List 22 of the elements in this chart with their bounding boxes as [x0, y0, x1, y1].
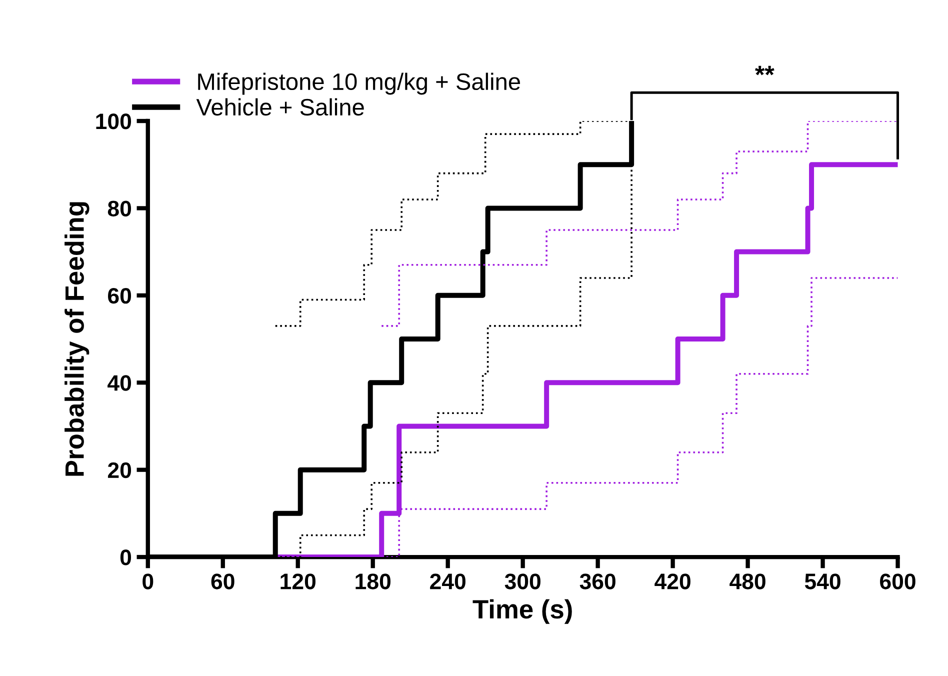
legend-label: Vehicle + Saline — [196, 98, 364, 116]
x-tick-label: 120 — [280, 574, 316, 590]
y-axis-title: Probability of Feeding — [64, 202, 90, 476]
x-tick-label: 600 — [880, 574, 916, 590]
y-tick-label: 20 — [108, 462, 132, 478]
y-tick-label: 0 — [120, 550, 132, 566]
legend-label: Mifepristone 10 mg/kg + Saline — [198, 72, 520, 95]
x-tick-label: 240 — [430, 574, 466, 590]
x-tick-label: 480 — [730, 574, 766, 590]
x-tick-label: 0 — [142, 574, 154, 590]
x-tick-label: 60 — [211, 574, 234, 590]
x-tick-label: 180 — [356, 574, 390, 590]
x-axis-title: Time (s) — [472, 599, 572, 624]
y-tick-label: 100 — [96, 114, 132, 130]
x-tick-label: 360 — [580, 574, 616, 590]
x-tick-label: 300 — [504, 574, 540, 590]
text: ** — [755, 66, 774, 76]
x-tick-label: 420 — [654, 574, 690, 590]
x-tick-label: 540 — [804, 574, 840, 590]
y-tick-label: 80 — [108, 200, 132, 216]
y-tick-label: 60 — [108, 288, 132, 304]
y-tick-label: 40 — [108, 375, 132, 391]
